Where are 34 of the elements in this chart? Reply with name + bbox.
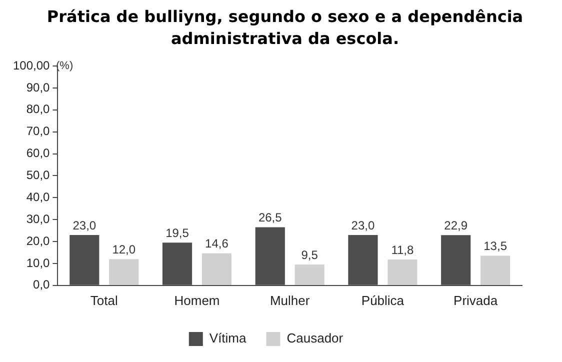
bar [480, 256, 510, 285]
y-tick-label: 0,0 [33, 278, 50, 292]
x-tick-label: Mulher [270, 292, 310, 308]
y-tick-label: 80,0 [26, 102, 50, 116]
y-tick-label: 10,0 [26, 256, 50, 270]
y-tick-label: 100,00 [13, 58, 50, 72]
data-label: 19,5 [166, 226, 190, 240]
x-tick-label: Homem [174, 292, 220, 308]
bar [109, 259, 139, 285]
data-label: 23,0 [72, 218, 96, 232]
legend-label: Causador [286, 330, 344, 346]
y-tick-label: 70,0 [26, 124, 50, 138]
bar [388, 260, 418, 285]
y-tick-label: 50,0 [26, 168, 50, 182]
legend-label: Vítima [209, 330, 248, 346]
data-label: 11,8 [391, 242, 414, 257]
data-label: 12,0 [112, 242, 136, 256]
x-tick-label: Pública [361, 292, 405, 308]
data-label: 9,5 [301, 248, 318, 262]
x-tick-label: Privada [454, 292, 498, 308]
data-label: 26,5 [258, 210, 282, 225]
y-tick-label: 40,0 [26, 190, 50, 204]
chart-title: Prática de bulliyng, segundo o sexo e a dependência administrativa da escola. [46, 6, 524, 50]
bar [202, 253, 232, 285]
y-tick-label: 30,0 [26, 212, 50, 226]
x-tick-label: Total [90, 292, 118, 308]
bar [294, 264, 324, 285]
data-label: 22,9 [444, 218, 468, 232]
y-tick-label: 60,0 [26, 146, 50, 160]
data-label: 14,6 [205, 236, 229, 251]
y-tick-label: 90,0 [26, 80, 50, 94]
data-label: 13,5 [484, 239, 508, 254]
data-label: 23,0 [351, 218, 375, 232]
y-tick-label: 20,0 [26, 234, 50, 248]
